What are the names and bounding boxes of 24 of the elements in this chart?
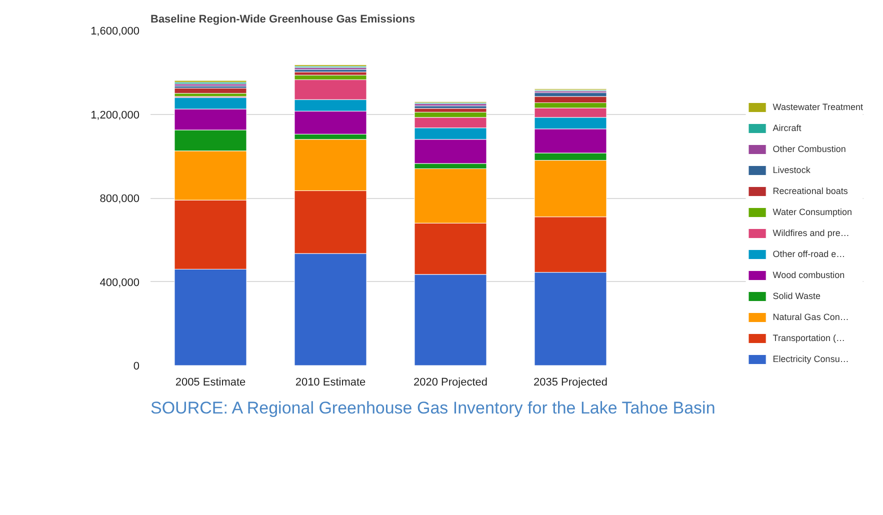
- y-tick-label: 0: [133, 360, 140, 372]
- legend-label: Solid Waste: [772, 291, 820, 301]
- y-tick-label: 400,000: [100, 276, 140, 289]
- y-tick-label: 800,000: [100, 193, 140, 205]
- legend-label: Natural Gas Con…: [772, 312, 849, 322]
- x-tick-label: 2020 Projected: [414, 376, 488, 388]
- legend-label: Livestock: [772, 165, 810, 175]
- legend-label: Wildfires and pre…: [772, 228, 850, 238]
- legend-label: Wood combustion: [772, 270, 845, 280]
- legend-label: Transportation (…: [772, 333, 845, 343]
- source-note: SOURCE: A Regional Greenhouse Gas Inventory for the Lake Tahoe Basin: [150, 398, 716, 418]
- legend-label: Aircraft: [772, 123, 802, 133]
- legend-label: Electricity Consu…: [772, 354, 849, 364]
- x-tick-label: 2005 Estimate: [175, 376, 246, 388]
- legend-label: Water Consumption: [772, 207, 852, 217]
- y-tick-label: 1,600,000: [90, 26, 140, 38]
- legend-label: Other off-road e…: [772, 249, 846, 259]
- y-tick-label: 1,200,000: [90, 109, 140, 122]
- legend-label: Wastewater Treatment: [772, 102, 863, 112]
- legend-label: Recreational boats: [772, 186, 848, 196]
- legend-label: Other Combustion: [772, 144, 846, 154]
- x-tick-label: 2010 Estimate: [295, 376, 366, 388]
- chart-title: Baseline Region-Wide Greenhouse Gas Emissions: [150, 14, 416, 26]
- x-tick-label: 2035 Projected: [534, 376, 608, 388]
